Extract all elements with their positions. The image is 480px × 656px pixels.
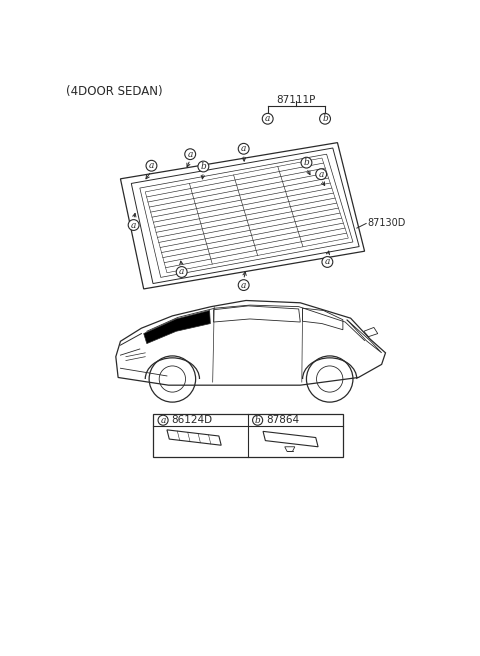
Circle shape xyxy=(301,157,312,168)
Circle shape xyxy=(198,161,209,172)
Circle shape xyxy=(320,113,330,124)
Text: (4DOOR SEDAN): (4DOOR SEDAN) xyxy=(66,85,163,98)
Circle shape xyxy=(316,169,326,180)
Circle shape xyxy=(185,149,196,159)
Text: a: a xyxy=(160,416,166,424)
Circle shape xyxy=(128,220,139,230)
Text: a: a xyxy=(241,144,246,154)
Circle shape xyxy=(252,415,263,425)
Text: b: b xyxy=(255,416,261,424)
Circle shape xyxy=(322,256,333,268)
Text: 87864: 87864 xyxy=(266,415,299,425)
Bar xyxy=(153,415,343,457)
Circle shape xyxy=(158,415,168,425)
Polygon shape xyxy=(144,310,210,344)
Circle shape xyxy=(146,160,157,171)
Text: a: a xyxy=(241,281,246,289)
Text: b: b xyxy=(322,114,328,123)
Text: a: a xyxy=(149,161,154,170)
Text: a: a xyxy=(188,150,193,159)
Text: b: b xyxy=(303,158,309,167)
Text: a: a xyxy=(179,268,184,276)
Text: a: a xyxy=(131,220,136,230)
Text: a: a xyxy=(265,114,270,123)
Circle shape xyxy=(238,279,249,291)
Circle shape xyxy=(262,113,273,124)
Text: 87130D: 87130D xyxy=(367,218,405,228)
Text: a: a xyxy=(319,170,324,178)
Circle shape xyxy=(238,144,249,154)
Text: 87111P: 87111P xyxy=(276,95,316,105)
Text: a: a xyxy=(324,257,330,266)
Text: b: b xyxy=(201,162,206,171)
Text: 86124D: 86124D xyxy=(172,415,213,425)
Circle shape xyxy=(176,266,187,277)
